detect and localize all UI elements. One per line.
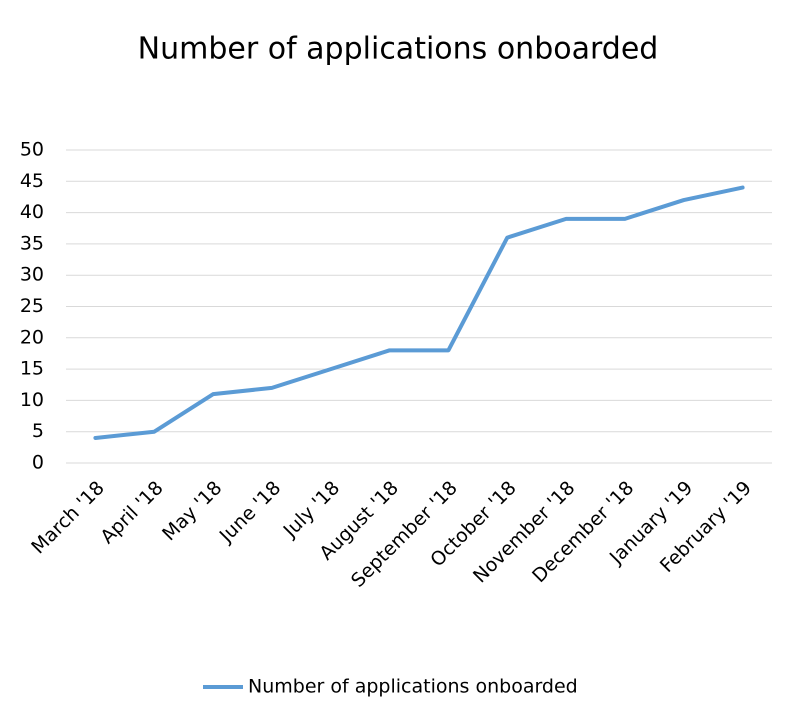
y-tick-label: 50 [20, 139, 44, 161]
y-tick-label: 45 [20, 170, 44, 192]
y-tick-label: 30 [20, 264, 44, 286]
data-line [93, 185, 745, 440]
y-tick-label: 20 [20, 326, 44, 348]
y-tick-label: 5 [32, 420, 44, 442]
y-tick-label: 25 [20, 295, 44, 317]
y-tick-label: 10 [20, 389, 44, 411]
y-tick-label: 15 [20, 358, 44, 380]
y-tick-label: 35 [20, 232, 44, 254]
y-tick-label: 40 [20, 201, 44, 223]
y-tick-label: 0 [32, 452, 44, 474]
legend-label: Number of applications onboarded [248, 676, 578, 698]
chart-title: Number of applications onboarded [138, 32, 659, 67]
